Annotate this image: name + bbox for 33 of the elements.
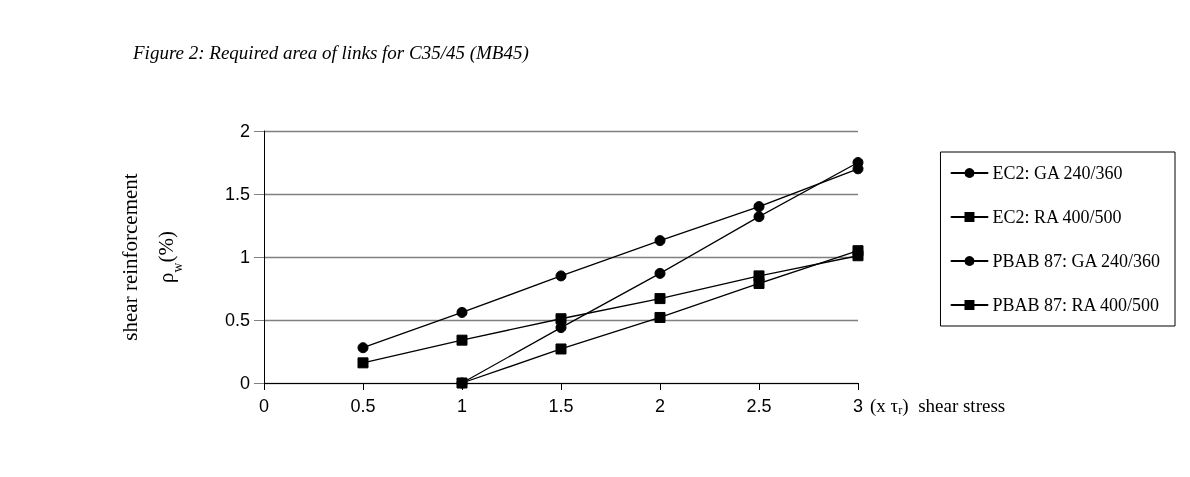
legend-label: EC2: GA 240/360 [992, 163, 1123, 183]
point [456, 334, 468, 346]
legend-label: EC2: RA 400/500 [992, 207, 1122, 227]
legend-label: PBAB 87: GA 240/360 [992, 251, 1161, 271]
point [753, 277, 765, 289]
point [555, 343, 567, 355]
x-tick-label: 0 [258, 396, 270, 416]
point [555, 322, 567, 334]
y-tick-label: 2 [239, 121, 250, 141]
point [753, 201, 765, 213]
x-axis-title: (x τr) shear stress [870, 395, 1006, 418]
point [753, 211, 765, 223]
y-tick-label: 0 [239, 373, 250, 393]
point [357, 342, 369, 354]
y-tick-label: 1.5 [224, 184, 250, 204]
x-tick-label: 1.5 [548, 396, 574, 416]
point [555, 270, 567, 282]
x-tick-label: 2.5 [746, 396, 772, 416]
y-tick-label: 1 [239, 247, 250, 267]
point [456, 306, 468, 318]
point [654, 235, 666, 247]
legend-label: PBAB 87: RA 400/500 [992, 295, 1160, 315]
x-tick-label: 3 [852, 396, 864, 416]
point [654, 293, 666, 305]
x-tick-label: 2 [654, 396, 666, 416]
point [654, 267, 666, 279]
y-tick-label: 0.5 [224, 310, 250, 330]
point [357, 357, 369, 369]
chart-title: Figure 2: Required area of links for C35/45 (MB45) [132, 42, 529, 64]
point [654, 311, 666, 323]
x-tick-label: 0.5 [350, 396, 376, 416]
x-tick-label: 1 [456, 396, 468, 416]
point [852, 245, 864, 257]
